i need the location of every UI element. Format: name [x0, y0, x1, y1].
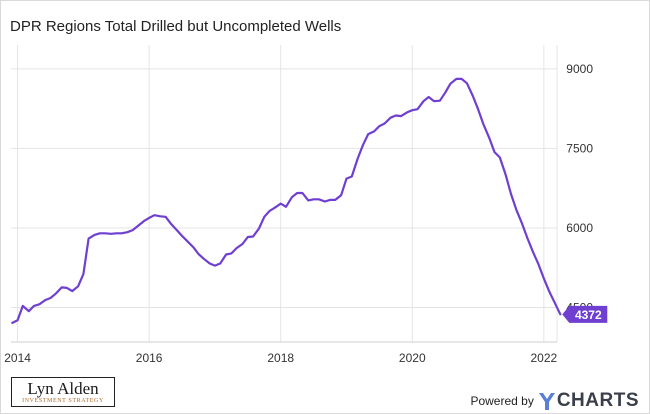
lyn-alden-logo: Lyn Alden INVESTMENT STRATEGY [11, 377, 115, 407]
last-value-badge [562, 305, 608, 323]
label-layer: 4372 [562, 305, 608, 323]
x-tick-label: 2018 [267, 351, 294, 365]
ycharts-wordmark: CHARTS [556, 390, 639, 411]
logo-name: Lyn Alden [27, 379, 99, 398]
ycharts-y-icon [538, 393, 555, 410]
y-tick-label: 6000 [566, 221, 593, 235]
grid-layer [11, 45, 558, 342]
x-tick-label: 2016 [136, 351, 163, 365]
axis-layer: 450060007500900020142016201820202022 [4, 62, 593, 365]
x-tick-label: 2014 [4, 351, 31, 365]
y-tick-label: 7500 [566, 141, 593, 155]
x-tick-label: 2020 [399, 351, 426, 365]
logo-tagline: INVESTMENT STRATEGY [22, 398, 104, 404]
powered-by-label: Powered by [470, 394, 534, 408]
x-tick-label: 2022 [530, 351, 557, 365]
powered-by-ycharts[interactable]: Powered by CHARTS [470, 389, 639, 413]
y-tick-label: 9000 [566, 62, 593, 76]
series-layer [11, 77, 562, 324]
chart-title: DPR Regions Total Drilled but Uncomplete… [10, 18, 342, 35]
series-line [11, 77, 562, 324]
last-value-label: 4372 [575, 308, 602, 322]
